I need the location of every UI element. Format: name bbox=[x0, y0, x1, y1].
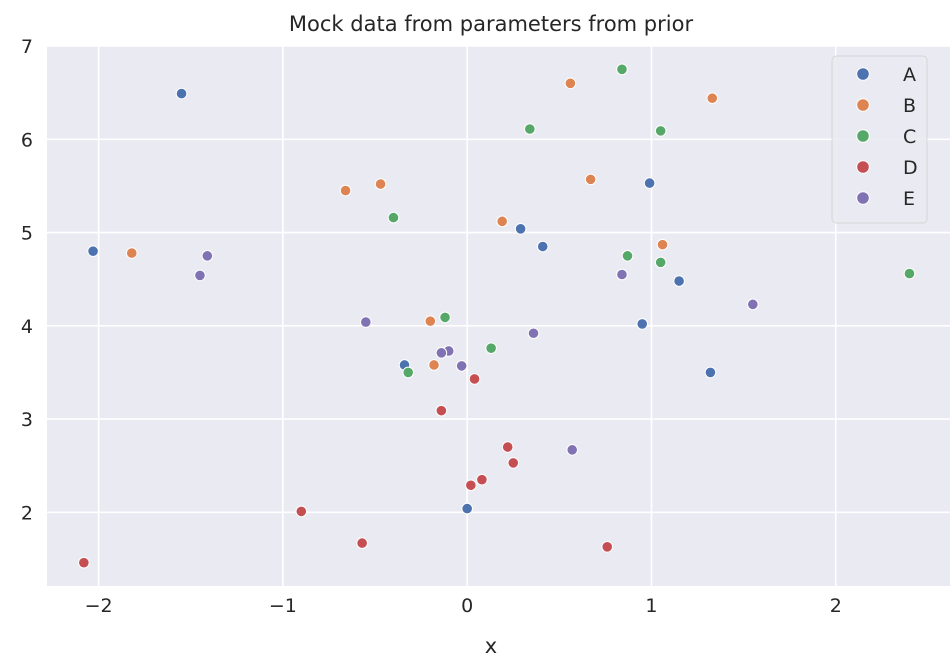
chart-title: Mock data from parameters from prior bbox=[289, 12, 694, 36]
series-B bbox=[125, 77, 719, 371]
data-point bbox=[125, 247, 138, 259]
legend-marker bbox=[856, 98, 870, 112]
data-point bbox=[706, 92, 719, 105]
x-tick-label: −1 bbox=[269, 595, 297, 617]
legend-box bbox=[831, 55, 928, 224]
data-point bbox=[673, 275, 685, 287]
data-point bbox=[621, 250, 634, 262]
data-point bbox=[564, 77, 577, 90]
data-point bbox=[194, 269, 206, 282]
legend-label: D bbox=[903, 157, 918, 179]
series-C bbox=[387, 63, 916, 379]
data-point bbox=[601, 541, 614, 553]
x-tick-label: 1 bbox=[645, 595, 657, 617]
data-point bbox=[468, 373, 481, 385]
data-point bbox=[616, 63, 628, 76]
data-point bbox=[616, 268, 628, 281]
x-tick-label: 0 bbox=[461, 595, 473, 617]
data-point bbox=[360, 316, 372, 328]
data-point bbox=[78, 556, 90, 569]
data-point bbox=[455, 360, 468, 372]
y-tick-label: 4 bbox=[21, 316, 33, 338]
data-point bbox=[428, 359, 440, 371]
data-point bbox=[435, 347, 448, 359]
data-point bbox=[514, 222, 527, 235]
data-point bbox=[496, 215, 508, 228]
x-axis-ticks: −2 −1 0 1 2 bbox=[85, 595, 842, 617]
data-point bbox=[704, 366, 717, 379]
legend-marker bbox=[856, 160, 870, 174]
data-point bbox=[636, 318, 649, 330]
series-D bbox=[78, 373, 614, 569]
data-point bbox=[527, 327, 540, 340]
y-tick-label: 3 bbox=[21, 409, 33, 431]
legend-label: E bbox=[903, 188, 915, 210]
data-point bbox=[387, 211, 400, 224]
x-axis-label: x bbox=[485, 634, 497, 658]
y-tick-label: 2 bbox=[21, 502, 33, 524]
data-point bbox=[295, 505, 308, 518]
data-point bbox=[435, 404, 448, 417]
data-point bbox=[374, 178, 387, 190]
data-point bbox=[656, 238, 669, 251]
data-point bbox=[201, 250, 214, 262]
y-tick-label: 7 bbox=[21, 36, 33, 58]
data-point bbox=[356, 537, 368, 549]
data-point bbox=[524, 123, 536, 135]
legend-label: B bbox=[903, 95, 916, 117]
data-point bbox=[424, 315, 437, 327]
legend-marker bbox=[856, 67, 870, 81]
data-point bbox=[402, 366, 415, 379]
data-point bbox=[536, 240, 549, 253]
y-tick-label: 5 bbox=[21, 223, 33, 245]
plot-area bbox=[47, 46, 950, 586]
grid-lines bbox=[47, 45, 950, 586]
data-point bbox=[747, 298, 759, 311]
data-point bbox=[439, 311, 451, 324]
y-tick-label: 6 bbox=[21, 129, 33, 151]
data-point bbox=[903, 267, 916, 280]
legend-marker bbox=[856, 129, 870, 143]
data-point bbox=[339, 184, 352, 197]
data-point bbox=[87, 245, 99, 257]
legend-label: C bbox=[903, 126, 916, 148]
data-point bbox=[485, 342, 497, 354]
data-point bbox=[461, 502, 473, 515]
x-tick-label: −2 bbox=[85, 595, 113, 617]
data-point bbox=[654, 256, 667, 269]
data-point bbox=[476, 473, 488, 486]
data-point bbox=[175, 87, 188, 100]
legend-marker bbox=[856, 191, 870, 205]
data-point bbox=[465, 479, 477, 492]
data-point bbox=[566, 444, 579, 456]
x-tick-label: 2 bbox=[830, 595, 842, 617]
series-E bbox=[194, 250, 759, 456]
data-point bbox=[584, 173, 597, 186]
data-point bbox=[643, 177, 656, 189]
data-point bbox=[507, 457, 520, 469]
y-axis-ticks: 2 3 4 5 6 7 bbox=[21, 36, 33, 524]
data-points bbox=[78, 63, 916, 569]
data-point bbox=[501, 441, 514, 453]
legend-label: A bbox=[903, 64, 916, 86]
data-point bbox=[654, 125, 667, 137]
